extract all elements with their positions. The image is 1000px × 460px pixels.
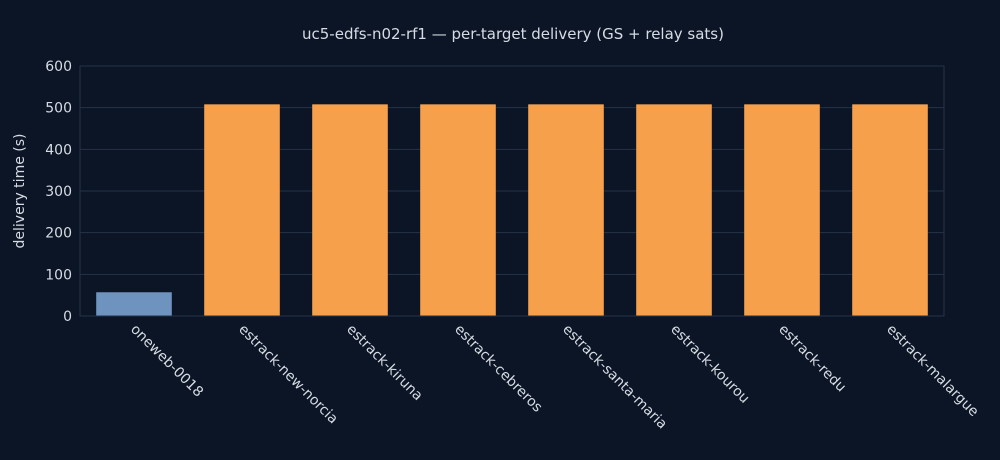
y-axis-ticks: 0 100 200 300 400 500 600 <box>45 59 72 325</box>
bar-estrack-redu <box>744 104 820 316</box>
bar-estrack-cebreros <box>420 104 496 316</box>
y-tick-label: 400 <box>45 142 72 158</box>
y-tick-label: 600 <box>45 59 72 75</box>
bar-estrack-kourou <box>636 104 712 316</box>
x-tick-label: estrack-new-norcia <box>235 322 341 428</box>
x-tick-label: estrack-santa-maria <box>559 322 670 433</box>
bar-estrack-kiruna <box>312 104 388 316</box>
bar-oneweb-0018 <box>96 292 172 316</box>
x-tick-label: estrack-cebreros <box>451 322 545 416</box>
x-tick-label: estrack-malargue <box>883 322 981 420</box>
chart-title: uc5-edfs-n02-rf1 — per-target delivery (… <box>302 25 724 43</box>
bar-estrack-new-norcia <box>204 104 280 316</box>
x-tick-label: estrack-redu <box>775 322 849 396</box>
x-tick-label: oneweb-0018 <box>127 322 206 401</box>
y-tick-label: 0 <box>63 309 72 325</box>
y-axis-label: delivery time (s) <box>12 134 28 249</box>
plot-frame <box>79 65 945 317</box>
bar-estrack-santa-maria <box>528 104 604 316</box>
y-tick-label: 300 <box>45 184 72 200</box>
x-tick-label: estrack-kourou <box>667 322 752 407</box>
y-tick-label: 100 <box>45 267 72 283</box>
y-tick-label: 200 <box>45 226 72 242</box>
y-tick-label: 500 <box>45 101 72 117</box>
x-axis-ticks: oneweb-0018 estrack-new-norcia estrack-kir… <box>127 322 981 433</box>
x-tick-label: estrack-kiruna <box>343 322 425 404</box>
bars <box>96 104 928 316</box>
bar-estrack-malargue <box>852 104 928 316</box>
